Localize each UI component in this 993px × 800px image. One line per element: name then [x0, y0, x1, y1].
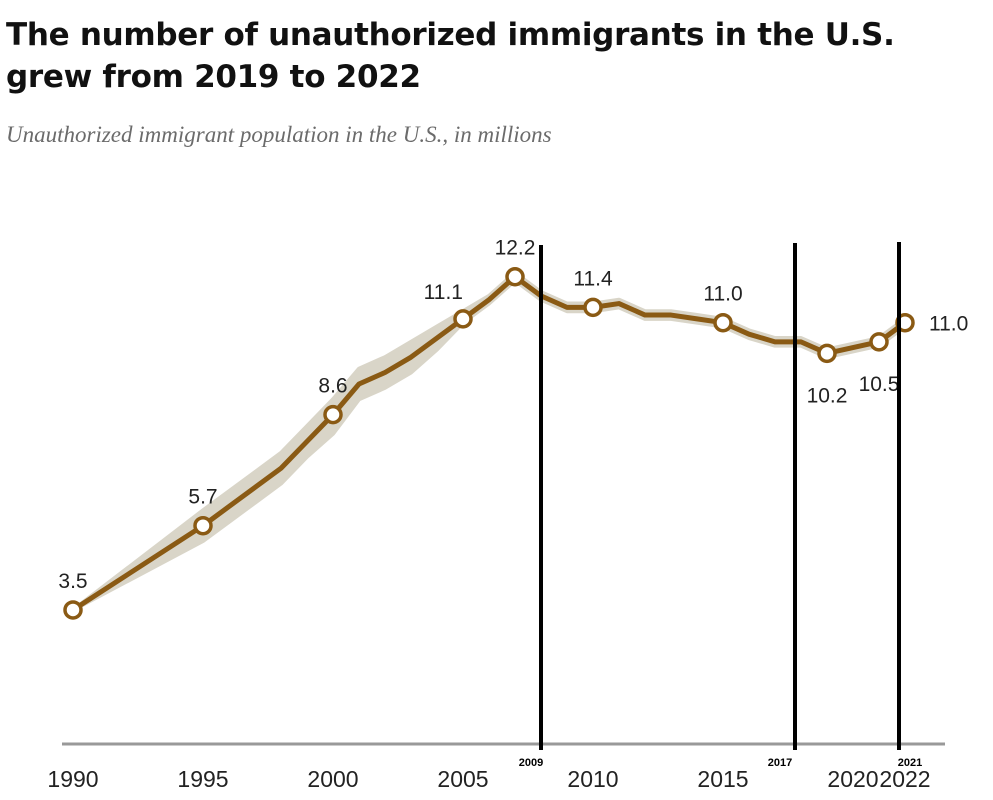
x-tick-label: 1995: [177, 766, 228, 792]
x-tick-label: 2000: [307, 766, 358, 792]
x-tick-label: 2010: [567, 766, 618, 792]
data-point-marker: [323, 404, 343, 425]
uncertainty-band: [71, 270, 907, 612]
x-tick-label: 2020: [827, 766, 878, 792]
data-point-marker: [453, 309, 473, 329]
data-label: 11.0: [703, 283, 742, 306]
x-tick-label: 1990: [47, 766, 98, 792]
data-label: 10.2: [807, 384, 848, 407]
annotation-label: 2009: [519, 757, 543, 769]
data-point-marker: [713, 312, 733, 333]
data-label: 11.4: [573, 267, 613, 290]
data-label: 3.5: [58, 570, 87, 593]
data-label: 5.7: [188, 486, 217, 509]
data-label: 10.5: [859, 373, 900, 396]
x-tick-label: 2015: [697, 766, 748, 792]
x-tick-label: 2005: [437, 766, 488, 792]
data-label: 11.0: [929, 313, 968, 336]
annotation-label: 2021: [898, 757, 922, 769]
data-point-marker: [817, 343, 837, 364]
annotation-label: 2017: [768, 757, 792, 769]
series-line: [71, 274, 907, 613]
x-tick-label: 2022: [879, 766, 930, 792]
data-label: 12.2: [495, 237, 536, 260]
data-label: 11.1: [424, 281, 463, 304]
chart-title: The number of unauthorized immigrants in…: [6, 17, 895, 95]
data-label: 8.6: [318, 375, 347, 398]
data-point-marker: [869, 332, 889, 352]
data-point-marker: [63, 600, 83, 620]
data-point-marker: [193, 515, 213, 536]
data-point-marker: [583, 297, 603, 318]
chart-subtitle: Unauthorized immigrant population in the…: [6, 122, 552, 147]
data-point-marker: [505, 266, 525, 287]
